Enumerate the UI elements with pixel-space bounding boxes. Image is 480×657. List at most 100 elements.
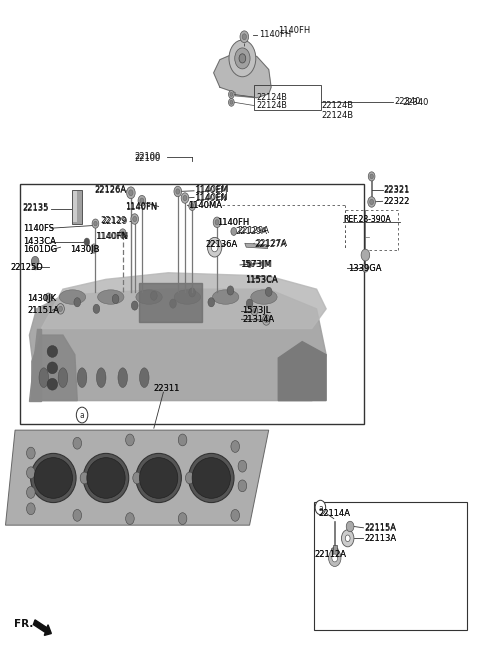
- Circle shape: [176, 189, 180, 194]
- Circle shape: [252, 309, 256, 313]
- Text: 1140FH: 1140FH: [217, 217, 249, 227]
- Circle shape: [92, 246, 96, 251]
- Bar: [254, 85, 322, 110]
- Text: 22129: 22129: [101, 217, 128, 226]
- Circle shape: [26, 503, 35, 514]
- Ellipse shape: [83, 453, 129, 503]
- Circle shape: [189, 201, 195, 210]
- Text: 1140EN: 1140EN: [194, 194, 227, 202]
- Text: 22311: 22311: [154, 384, 180, 394]
- Text: 1430JK: 1430JK: [27, 294, 56, 303]
- Text: 1153CA: 1153CA: [245, 276, 277, 285]
- Polygon shape: [41, 273, 326, 328]
- Circle shape: [238, 461, 247, 472]
- Circle shape: [238, 480, 247, 491]
- Ellipse shape: [34, 458, 72, 498]
- Text: 22100: 22100: [135, 152, 161, 161]
- Text: 1140FN: 1140FN: [125, 203, 157, 212]
- Circle shape: [57, 304, 64, 314]
- Text: 1430JB: 1430JB: [70, 245, 99, 254]
- Ellipse shape: [140, 368, 149, 388]
- Text: 1433CA: 1433CA: [23, 237, 56, 246]
- Text: 1140MA: 1140MA: [188, 201, 222, 210]
- Circle shape: [127, 187, 135, 198]
- Ellipse shape: [251, 290, 277, 304]
- Polygon shape: [29, 328, 41, 401]
- Text: 1573JM: 1573JM: [241, 260, 272, 269]
- Circle shape: [189, 288, 195, 297]
- Text: 1153CA: 1153CA: [245, 275, 277, 284]
- Polygon shape: [5, 430, 269, 525]
- Circle shape: [45, 293, 52, 302]
- Circle shape: [93, 304, 100, 313]
- Text: 1339GA: 1339GA: [348, 263, 381, 273]
- Circle shape: [246, 299, 253, 308]
- Text: 22124B: 22124B: [256, 93, 287, 102]
- Text: 1140EM: 1140EM: [195, 185, 228, 194]
- Text: 22135: 22135: [23, 203, 49, 212]
- Circle shape: [315, 500, 325, 514]
- Text: 22135: 22135: [23, 204, 49, 213]
- Text: 1140FS: 1140FS: [23, 223, 54, 233]
- Circle shape: [181, 193, 189, 203]
- Text: 1140FS: 1140FS: [23, 223, 54, 233]
- Text: 22322: 22322: [384, 198, 410, 206]
- Circle shape: [76, 407, 88, 423]
- Text: REF.28-390A: REF.28-390A: [343, 215, 391, 223]
- Circle shape: [332, 554, 337, 562]
- Circle shape: [230, 93, 233, 97]
- Circle shape: [73, 438, 82, 449]
- Circle shape: [133, 472, 142, 484]
- Text: 21314A: 21314A: [242, 315, 275, 324]
- Circle shape: [151, 291, 157, 300]
- Circle shape: [328, 549, 341, 566]
- Text: 1140FN: 1140FN: [96, 231, 129, 240]
- Circle shape: [178, 434, 187, 446]
- Circle shape: [229, 40, 256, 77]
- Text: 1573JL: 1573JL: [242, 306, 271, 315]
- Circle shape: [74, 298, 81, 307]
- Circle shape: [231, 509, 240, 521]
- Text: 1140FH: 1140FH: [278, 26, 311, 35]
- Text: 22129A: 22129A: [235, 227, 267, 236]
- Text: 22124B: 22124B: [256, 101, 287, 110]
- Circle shape: [263, 315, 270, 325]
- Circle shape: [368, 172, 375, 181]
- Text: 1339GA: 1339GA: [348, 263, 381, 273]
- Ellipse shape: [39, 368, 48, 388]
- Polygon shape: [278, 342, 326, 401]
- Circle shape: [346, 521, 354, 532]
- Circle shape: [112, 294, 119, 304]
- Circle shape: [129, 190, 133, 196]
- Circle shape: [228, 99, 234, 106]
- Circle shape: [231, 227, 237, 235]
- Text: 1573JM: 1573JM: [240, 260, 271, 269]
- Text: a: a: [80, 411, 84, 420]
- Ellipse shape: [47, 346, 58, 357]
- Ellipse shape: [87, 458, 125, 498]
- FancyArrow shape: [34, 620, 51, 635]
- Circle shape: [132, 301, 138, 310]
- Circle shape: [208, 298, 215, 307]
- Text: 22113A: 22113A: [364, 533, 396, 543]
- Ellipse shape: [31, 453, 76, 503]
- Circle shape: [26, 467, 35, 479]
- Circle shape: [31, 256, 39, 267]
- Ellipse shape: [213, 290, 239, 304]
- Circle shape: [228, 91, 234, 99]
- Text: 1430JK: 1430JK: [27, 294, 56, 303]
- Circle shape: [138, 195, 146, 206]
- Text: 21314A: 21314A: [242, 315, 275, 324]
- Circle shape: [80, 472, 89, 484]
- Text: 22322: 22322: [384, 197, 410, 206]
- Ellipse shape: [58, 368, 68, 388]
- Ellipse shape: [47, 362, 58, 374]
- Text: 22127A: 22127A: [255, 239, 288, 248]
- Text: a: a: [318, 504, 323, 512]
- Circle shape: [361, 249, 370, 261]
- Circle shape: [131, 214, 139, 224]
- Text: 22100: 22100: [135, 154, 161, 162]
- Circle shape: [370, 174, 373, 179]
- Circle shape: [84, 238, 90, 246]
- Circle shape: [73, 509, 82, 521]
